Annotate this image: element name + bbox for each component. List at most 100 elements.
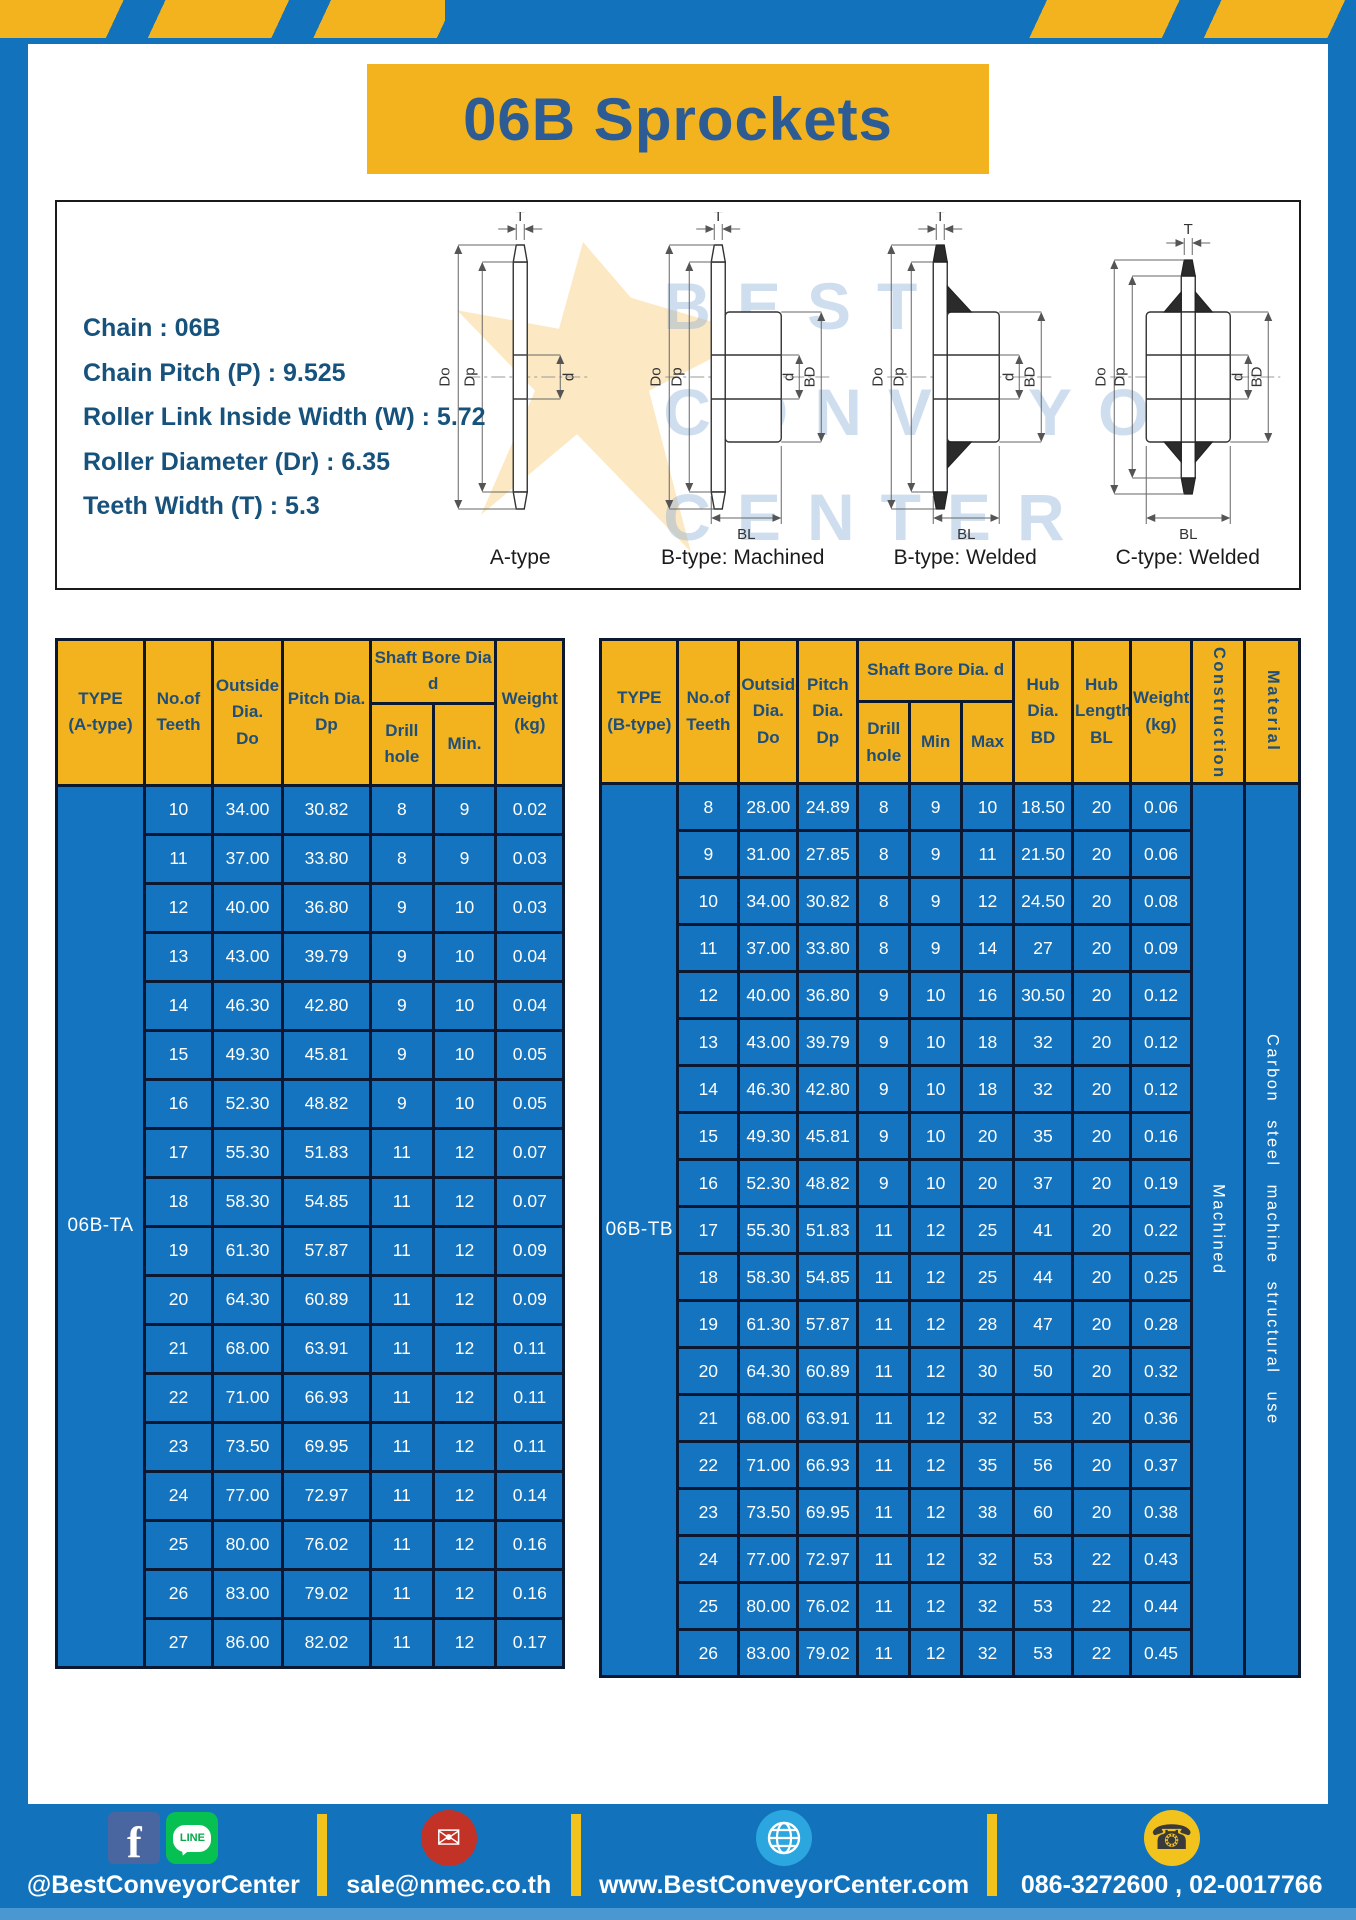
data-cell: 10 <box>960 782 1015 832</box>
data-cell: 28.00 <box>737 782 800 832</box>
material-value-cell: Carbon steel machine structural use <box>1243 782 1301 1678</box>
data-cell: 9 <box>856 1017 912 1067</box>
col-header-construction: Construction <box>1190 638 1246 785</box>
col-header-teeth: No.of Teeth <box>676 638 741 785</box>
data-cell: 69.95 <box>281 1420 372 1473</box>
mail-icon[interactable]: ✉ <box>420 1810 477 1866</box>
table-row: 15 49.30 45.81 9 10 20 35 20 0.16 <box>601 1111 1300 1161</box>
table-row: 22 71.00 66.93 11 12 0.11 <box>57 1371 566 1424</box>
footer-website[interactable]: www.BestConveyorCenter.com <box>581 1810 988 1900</box>
data-cell: 12 <box>908 1581 964 1631</box>
data-cell: 11 <box>856 1393 912 1443</box>
data-cell: 0.08 <box>1129 876 1193 926</box>
data-cell: 8 <box>369 832 435 885</box>
data-cell: 0.03 <box>494 881 566 934</box>
data-cell: 76.02 <box>796 1581 860 1631</box>
data-cell: 48.82 <box>281 1077 372 1130</box>
phone-numbers-text[interactable]: 086-3272600 , 02-0017766 <box>1020 1871 1323 1899</box>
data-cell: 27.85 <box>796 829 860 879</box>
dim-label-do: Do <box>869 367 886 386</box>
data-cell: 12 <box>431 1469 498 1522</box>
data-cell: 58.30 <box>737 1252 800 1302</box>
spec-teeth-width: Teeth Width (T) : 5.3 <box>83 492 320 520</box>
data-cell: 69.95 <box>796 1487 860 1537</box>
data-cell: 20 <box>1071 1158 1132 1208</box>
data-cell: 33.80 <box>281 832 372 885</box>
data-cell: 12 <box>431 1616 498 1669</box>
data-cell: 53 <box>1012 1581 1074 1631</box>
data-cell: 49.30 <box>211 1028 284 1081</box>
top-striped-bar <box>0 0 1356 38</box>
data-cell: 20 <box>960 1158 1015 1208</box>
data-cell: 11 <box>369 1322 435 1375</box>
website-text[interactable]: www.BestConveyorCenter.com <box>599 1871 970 1899</box>
data-cell: 13 <box>676 1017 741 1067</box>
data-cell: 10 <box>908 1111 964 1161</box>
table-row: 18 58.30 54.85 11 12 25 44 20 0.25 <box>601 1252 1300 1302</box>
data-cell: 10 <box>431 881 498 934</box>
phone-icon[interactable]: ☎ <box>1143 1810 1200 1866</box>
data-cell: 11 <box>369 1616 435 1669</box>
data-cell: 0.03 <box>494 832 566 885</box>
data-cell: 20 <box>1071 876 1132 926</box>
footer-phone[interactable]: ☎ 086-3272600 , 02-0017766 <box>997 1810 1346 1900</box>
data-cell: 22 <box>1071 1534 1132 1584</box>
data-cell: 18.50 <box>1012 782 1074 832</box>
spec-tables: TYPE (A-type) No.of Teeth Outside Dia. D… <box>55 638 1301 1678</box>
data-cell: 39.79 <box>796 1017 860 1067</box>
data-cell: 11 <box>960 829 1015 879</box>
data-cell: 0.16 <box>494 1567 566 1620</box>
data-cell: 10 <box>143 783 214 836</box>
table-row: 06B-TB 8 28.00 24.89 8 9 10 18.50 20 0.06 Machined… <box>599 782 1301 1678</box>
table-row: 13 43.00 39.79 9 10 0.04 <box>57 930 566 983</box>
social-handle-text[interactable]: @BestConveyorCenter <box>26 1871 300 1899</box>
data-cell: 11 <box>369 1420 435 1473</box>
facebook-icon[interactable]: f <box>108 1812 161 1864</box>
data-cell: 19 <box>143 1224 214 1277</box>
data-cell: 20 <box>143 1273 214 1326</box>
data-cell: 17 <box>676 1205 741 1255</box>
data-cell: 12 <box>908 1440 964 1490</box>
table-row: 20 64.30 60.89 11 12 0.09 <box>57 1273 566 1326</box>
data-cell: 11 <box>856 1346 912 1396</box>
data-cell: 0.05 <box>494 1077 566 1130</box>
globe-icon[interactable] <box>756 1810 813 1866</box>
footer-social[interactable]: f LINE @BestConveyorCenter <box>10 1810 317 1900</box>
data-cell: 10 <box>676 876 741 926</box>
data-cell: 71.00 <box>737 1440 800 1490</box>
data-cell: 10 <box>908 1158 964 1208</box>
line-icon[interactable]: LINE <box>166 1812 219 1864</box>
data-cell: 21.50 <box>1012 829 1074 879</box>
table-a-body: 06B-TA 10 34.00 30.82 8 9 0.02 11 37.00 33.80 8 9 0.… <box>55 783 566 1669</box>
data-cell: 18 <box>143 1175 214 1228</box>
data-cell: 12 <box>960 876 1015 926</box>
table-row: 22 71.00 66.93 11 12 35 56 20 0.37 <box>601 1440 1300 1490</box>
footer-email[interactable]: ✉ sale@nmec.co.th <box>327 1810 571 1900</box>
data-cell: 9 <box>908 923 964 973</box>
data-cell: 45.81 <box>796 1111 860 1161</box>
data-cell: 33.80 <box>796 923 860 973</box>
data-cell: 0.43 <box>1129 1534 1193 1584</box>
data-cell: 9 <box>908 829 964 879</box>
data-cell: 12 <box>431 1322 498 1375</box>
email-text[interactable]: sale@nmec.co.th <box>346 1871 552 1899</box>
data-cell: 0.32 <box>1129 1346 1193 1396</box>
data-cell: 0.11 <box>494 1322 566 1375</box>
data-cell: 22 <box>143 1371 214 1424</box>
data-cell: 51.83 <box>281 1126 372 1179</box>
data-cell: 25 <box>960 1252 1015 1302</box>
data-cell: 42.80 <box>281 979 372 1032</box>
data-cell: 66.93 <box>281 1371 372 1424</box>
bottom-accent-strip <box>0 1908 1356 1920</box>
data-cell: 55.30 <box>211 1126 284 1179</box>
data-cell: 12 <box>431 1273 498 1326</box>
col-header-teeth: No.of Teeth <box>143 638 214 787</box>
dim-label-t: T <box>713 212 722 225</box>
data-cell: 42.80 <box>796 1064 860 1114</box>
data-cell: 36.80 <box>796 970 860 1020</box>
data-cell: 12 <box>908 1534 964 1584</box>
data-cell: 23 <box>676 1487 741 1537</box>
data-cell: 20 <box>1071 1064 1132 1114</box>
data-cell: 55.30 <box>737 1205 800 1255</box>
caption-a-type: A-type <box>489 546 551 569</box>
